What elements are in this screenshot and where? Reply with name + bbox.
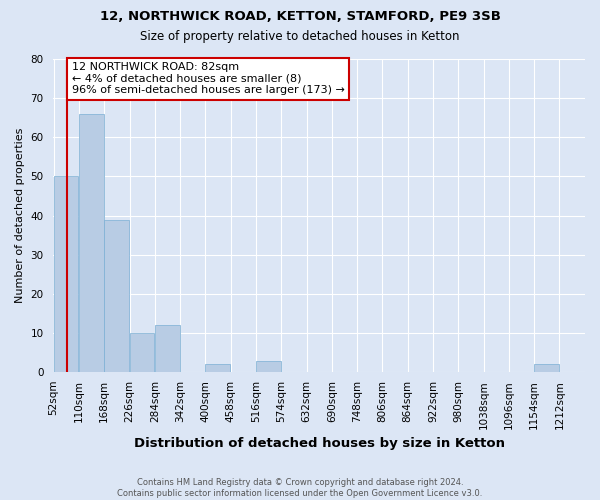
X-axis label: Distribution of detached houses by size in Ketton: Distribution of detached houses by size … — [134, 437, 505, 450]
Bar — [534, 364, 559, 372]
Bar — [155, 326, 179, 372]
Bar — [104, 220, 129, 372]
Text: 12 NORTHWICK ROAD: 82sqm
← 4% of detached houses are smaller (8)
96% of semi-det: 12 NORTHWICK ROAD: 82sqm ← 4% of detache… — [72, 62, 345, 96]
Y-axis label: Number of detached properties: Number of detached properties — [15, 128, 25, 304]
Text: Contains HM Land Registry data © Crown copyright and database right 2024.
Contai: Contains HM Land Registry data © Crown c… — [118, 478, 482, 498]
Text: 12, NORTHWICK ROAD, KETTON, STAMFORD, PE9 3SB: 12, NORTHWICK ROAD, KETTON, STAMFORD, PE… — [100, 10, 500, 23]
Bar — [79, 114, 104, 372]
Text: Size of property relative to detached houses in Ketton: Size of property relative to detached ho… — [140, 30, 460, 43]
Bar — [130, 333, 154, 372]
Bar — [205, 364, 230, 372]
Bar — [256, 360, 281, 372]
Bar — [53, 176, 79, 372]
